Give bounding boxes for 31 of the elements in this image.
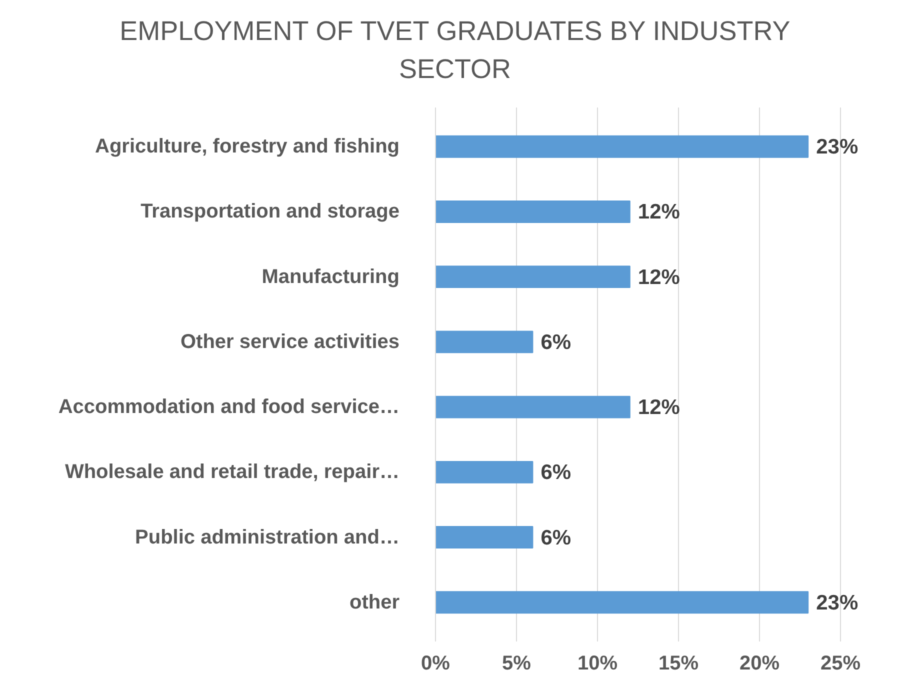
bar bbox=[436, 266, 630, 288]
data-label: 23% bbox=[816, 136, 858, 159]
y-tick-label: Accommodation and food service… bbox=[58, 396, 400, 418]
y-tick-label: Wholesale and retail trade, repair… bbox=[64, 461, 400, 484]
data-label: 6% bbox=[540, 526, 572, 550]
data-label: 23% bbox=[816, 591, 858, 614]
y-tick-label: Agriculture, forestry and fishing bbox=[95, 136, 400, 158]
data-label: 6% bbox=[540, 461, 572, 484]
x-tick-label: 0% bbox=[421, 652, 450, 674]
bar bbox=[436, 460, 534, 484]
y-tick-label: Public administration and… bbox=[135, 526, 400, 548]
bar bbox=[436, 330, 534, 354]
x-tick-label: 25% bbox=[820, 652, 861, 674]
y-tick-label: Transportation and storage bbox=[140, 200, 400, 223]
data-label: 6% bbox=[540, 330, 572, 354]
x-tick-label: 20% bbox=[739, 652, 780, 674]
bar bbox=[436, 591, 809, 614]
y-tick-label: other bbox=[350, 591, 400, 614]
chart-title: EMPLOYMENT OF TVET GRADUATES BY INDUSTRY SECTOR bbox=[120, 15, 790, 86]
x-tick-label: 5% bbox=[502, 652, 532, 674]
x-tick-label: 15% bbox=[658, 652, 699, 674]
x-tick-label: 10% bbox=[577, 652, 618, 674]
data-label: 12% bbox=[638, 266, 680, 289]
y-tick-label: Other service activities bbox=[180, 330, 400, 353]
bar bbox=[436, 526, 534, 549]
y-tick-label: Manufacturing bbox=[262, 266, 400, 288]
data-label: 12% bbox=[638, 396, 680, 420]
bar bbox=[436, 396, 630, 418]
bar bbox=[436, 200, 630, 223]
bar bbox=[436, 135, 809, 158]
data-label: 12% bbox=[638, 200, 680, 224]
